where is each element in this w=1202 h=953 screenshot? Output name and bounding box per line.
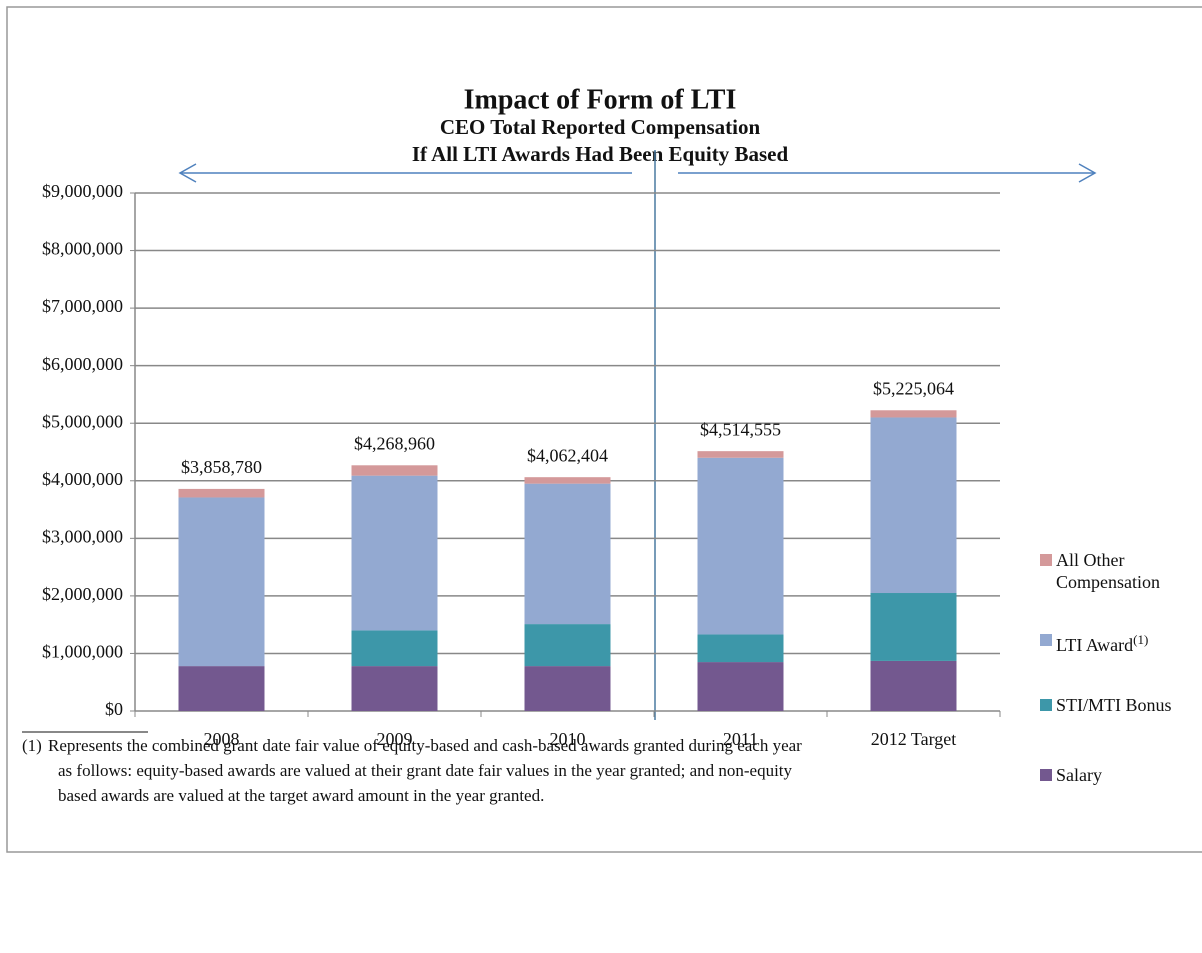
bar-segment (524, 483, 611, 625)
y-tick-label: $8,000,000 (42, 239, 123, 259)
legend-label: All Other Compensation (1056, 550, 1160, 592)
legend-swatch (1040, 554, 1052, 566)
legend-item: All Other Compensation (1040, 549, 1200, 593)
chart-subtitle: CEO Total Reported Compensation (440, 115, 761, 139)
y-tick-label: $5,000,000 (42, 411, 123, 431)
bar-segment (697, 451, 784, 458)
bar-segment (524, 477, 611, 484)
bar-segment (178, 666, 265, 711)
chart-title: Impact of Form of LTI (464, 84, 737, 115)
footnote-line: as follows: equity-based awards are valu… (58, 761, 793, 780)
x-tick-label: 2011 (723, 729, 758, 749)
bar-segment (697, 634, 784, 663)
bar-segment (351, 465, 438, 476)
bar-segment (697, 457, 784, 635)
legend-swatch (1040, 769, 1052, 781)
y-tick-label: $3,000,000 (42, 526, 123, 546)
bar-segment (351, 630, 438, 667)
legend-swatch (1040, 699, 1052, 711)
y-tick-label: $1,000,000 (42, 642, 123, 662)
x-tick-label: 2009 (377, 729, 413, 749)
y-tick-label: $9,000,000 (42, 181, 123, 201)
legend-label: STI/MTI Bonus (1056, 695, 1172, 715)
legend-label: Salary (1056, 765, 1102, 785)
frame (6, 6, 1202, 853)
bar-segment (870, 410, 957, 418)
y-tick-label: $0 (105, 699, 123, 719)
legend-item: Salary (1040, 764, 1200, 786)
total-label: $5,225,064 (873, 378, 954, 398)
x-tick-label: 2010 (550, 729, 586, 749)
legend-label: LTI Award (1056, 635, 1134, 655)
total-label: $4,514,555 (700, 419, 781, 439)
total-label: $4,062,404 (527, 445, 608, 465)
x-tick-label: 2008 (204, 729, 240, 749)
total-label: $4,268,960 (354, 433, 435, 453)
bar-segment (524, 666, 611, 711)
legend-swatch (1040, 634, 1052, 646)
total-label: $3,858,780 (181, 457, 262, 477)
bar-segment (870, 660, 957, 711)
y-tick-label: $6,000,000 (42, 354, 123, 374)
legend-item: LTI Award(1) (1040, 629, 1200, 656)
chart-subtitle: If All LTI Awards Had Been Equity Based (412, 142, 789, 166)
bar-segment (351, 475, 438, 631)
bar-segment (697, 662, 784, 711)
bar-segment (870, 417, 957, 594)
bar-segment (178, 488, 265, 498)
bar-segment (178, 497, 265, 667)
arrows (178, 150, 1097, 720)
legend-item: STI/MTI Bonus (1040, 694, 1200, 716)
bar-segment (870, 593, 957, 661)
y-tick-label: $7,000,000 (42, 296, 123, 316)
legend-note: (1) (1133, 632, 1149, 647)
x-tick-label: 2012 Target (871, 729, 957, 749)
bar-segment (524, 624, 611, 667)
footnote-line: Represents the combined grant date fair … (48, 736, 802, 755)
y-tick-label: $2,000,000 (42, 584, 123, 604)
y-tick-label: $4,000,000 (42, 469, 123, 489)
footnote-marker: (1) (22, 736, 42, 755)
footnote-line: based awards are valued at the target aw… (58, 786, 544, 805)
bar-segment (351, 666, 438, 711)
